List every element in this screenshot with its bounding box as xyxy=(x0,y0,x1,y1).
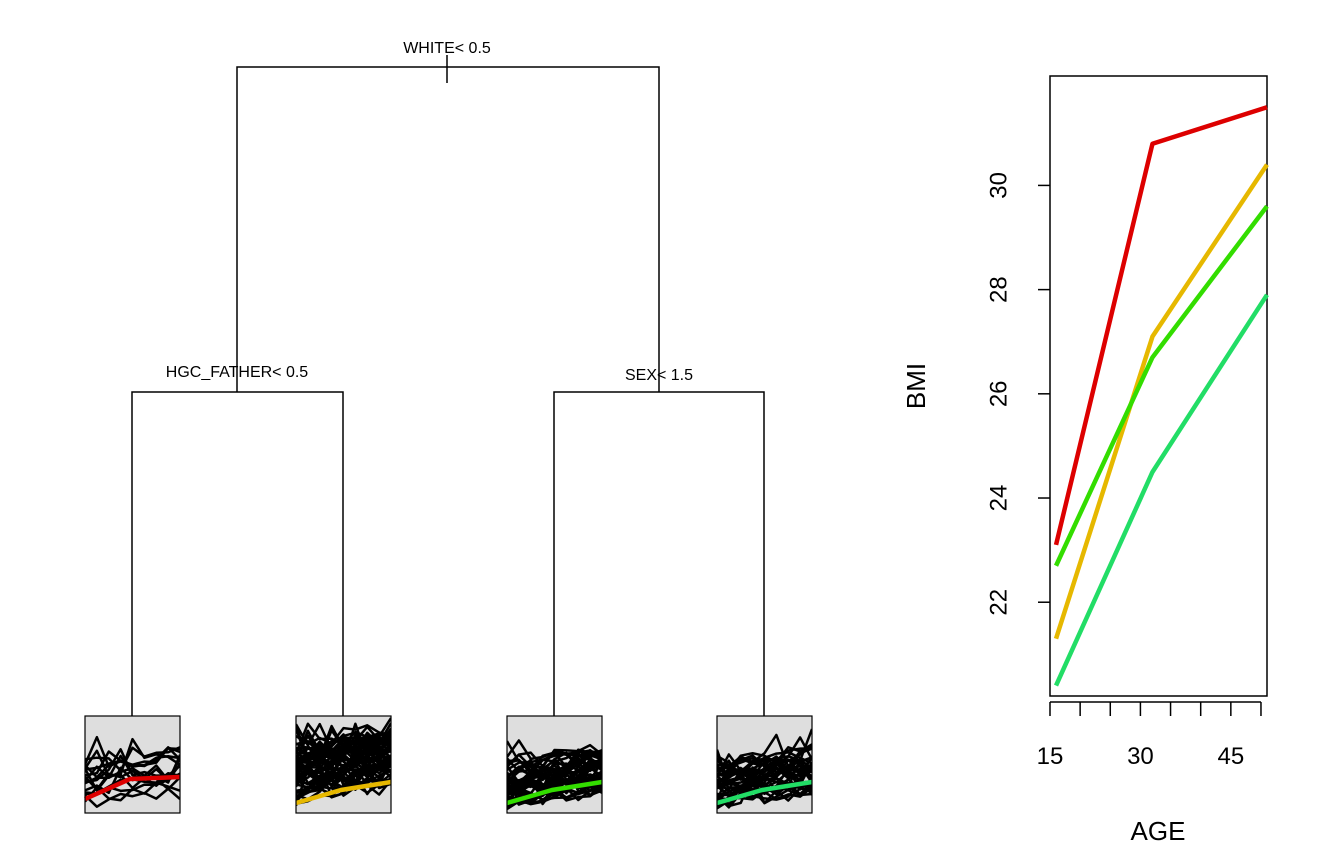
trajectory-line xyxy=(296,763,391,788)
right-split-label: SEX< 1.5 xyxy=(625,367,693,384)
tree-leaves xyxy=(84,715,813,814)
y-tick-label: 24 xyxy=(985,485,1012,512)
leaf-frame xyxy=(506,715,603,814)
trajectory-line xyxy=(717,758,812,779)
series-line-3 xyxy=(1053,204,1269,567)
leaf-mean-line xyxy=(716,779,813,806)
series-line-2 xyxy=(1053,163,1269,640)
trajectory-line xyxy=(296,745,391,765)
series-line-1 xyxy=(1053,105,1268,546)
x-tick-label: 45 xyxy=(1217,743,1244,770)
trajectory-line xyxy=(507,740,602,769)
leaf-mean-line xyxy=(84,774,181,802)
root-split-label: WHITE< 0.5 xyxy=(403,40,491,57)
tree-root-branch xyxy=(236,66,660,392)
y-tick-label: 26 xyxy=(985,380,1012,407)
leaf-mean-line xyxy=(295,779,392,806)
y-tick-label: 30 xyxy=(985,172,1012,199)
trajectory-line xyxy=(85,787,180,808)
tree-left-branch xyxy=(131,391,344,716)
leaf-frame xyxy=(295,715,392,814)
leaf-panel-3 xyxy=(506,715,603,814)
trajectory-line xyxy=(296,732,391,762)
series-layer xyxy=(1053,105,1269,687)
bmi-line-chart: 15 30 45 22 24 26 28 30 AGE BMI xyxy=(901,75,1269,846)
x-axis: 15 30 45 xyxy=(1037,701,1262,770)
trajectory-line xyxy=(85,746,180,777)
leaf-frame xyxy=(84,715,181,814)
trajectory-line xyxy=(296,740,391,763)
y-axis: 22 24 26 28 30 xyxy=(985,172,1050,616)
y-tick-label: 28 xyxy=(985,276,1012,303)
leaf-trajectories xyxy=(717,728,812,810)
x-tick-label: 30 xyxy=(1127,743,1154,770)
leaf-panel-1 xyxy=(84,715,181,814)
leaf-mean-line xyxy=(506,779,603,806)
tree-right-branch xyxy=(553,391,765,716)
trajectory-line xyxy=(507,764,602,806)
leaf-panel-2 xyxy=(295,715,392,814)
x-tick-label: 15 xyxy=(1037,743,1064,770)
trajectory-line xyxy=(507,748,602,783)
trajectory-line xyxy=(85,763,180,785)
trajectory-line xyxy=(717,751,812,778)
trajectory-line xyxy=(85,755,180,779)
trajectory-line xyxy=(296,724,391,746)
leaf-frame xyxy=(716,715,813,814)
regression-tree xyxy=(131,55,765,716)
trajectory-line xyxy=(296,762,391,783)
left-split-label: HGC_FATHER< 0.5 xyxy=(166,364,309,381)
series-line-4 xyxy=(1053,293,1269,687)
x-axis-label: AGE xyxy=(1131,816,1186,846)
plot-frame xyxy=(1049,75,1268,697)
y-tick-label: 22 xyxy=(985,589,1012,616)
trajectory-line xyxy=(507,759,602,783)
y-axis-label: BMI xyxy=(901,363,931,409)
trajectory-line xyxy=(717,757,812,789)
leaf-panel-4 xyxy=(716,715,813,814)
leaf-trajectories xyxy=(85,735,180,808)
trajectory-line xyxy=(296,751,391,787)
